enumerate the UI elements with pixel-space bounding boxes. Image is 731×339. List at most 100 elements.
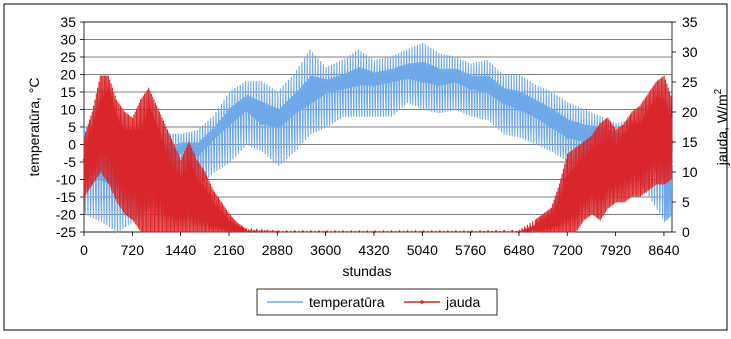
data-point	[324, 90, 327, 94]
data-point	[485, 90, 488, 94]
data-point	[98, 178, 102, 181]
data-point	[195, 153, 198, 157]
legend-label-jauda: jauda	[445, 294, 480, 310]
left-tick-label: 0	[68, 137, 76, 153]
data-point	[106, 98, 110, 102]
right-tick-label: 5	[682, 194, 690, 210]
data-point	[582, 170, 585, 174]
data-point	[566, 194, 569, 198]
data-point	[82, 158, 86, 162]
right-tick-label: 15	[682, 134, 698, 150]
right-axis-title: jauda, W/m2	[713, 88, 730, 166]
x-tick-label: 8640	[648, 242, 679, 258]
data-point	[340, 87, 343, 90]
data-point	[211, 218, 215, 222]
x-tick-label: 720	[121, 242, 145, 258]
left-tick-label: -20	[56, 207, 76, 223]
data-point	[566, 136, 569, 139]
data-point	[211, 136, 215, 139]
left-tick-label: 10	[60, 102, 76, 118]
data-point	[582, 139, 585, 143]
data-point	[574, 182, 577, 186]
left-tick-label: -10	[56, 172, 76, 188]
right-tick-label: 10	[682, 164, 698, 180]
data-point	[638, 140, 641, 144]
data-point	[372, 83, 376, 87]
x-tick-label: 1440	[165, 242, 196, 258]
data-point	[243, 108, 247, 111]
x-tick-label: 5760	[455, 242, 486, 258]
data-point	[558, 212, 561, 216]
legend-label-temperatura: temperatūra	[309, 294, 385, 310]
data-point	[163, 176, 166, 180]
data-point	[227, 227, 231, 231]
data-point	[219, 221, 223, 225]
data-point	[276, 125, 279, 129]
left-tick-label: 5	[68, 119, 76, 135]
data-point	[517, 108, 521, 111]
x-axis-title: stundas	[342, 263, 391, 279]
data-point	[356, 83, 360, 87]
data-point	[243, 230, 247, 233]
data-point	[235, 228, 239, 231]
data-point	[622, 146, 625, 150]
data-point	[533, 115, 537, 118]
left-tick-label: 30	[60, 32, 76, 48]
left-tick-label: 15	[60, 84, 76, 100]
data-point	[123, 146, 126, 150]
data-point	[179, 150, 182, 153]
data-point	[131, 140, 134, 144]
data-point	[549, 218, 553, 222]
right-axis-ticks: 0 5 10 15 20 25 30 35	[672, 14, 698, 240]
left-tick-label: -5	[64, 154, 77, 170]
data-point	[469, 87, 472, 90]
data-point	[421, 80, 424, 83]
data-point	[501, 101, 505, 104]
data-point	[654, 110, 658, 114]
data-point	[453, 80, 456, 83]
data-point	[187, 182, 190, 186]
x-tick-label: 2880	[262, 242, 293, 258]
left-tick-label: 25	[60, 49, 76, 65]
legend-marker-jauda	[420, 300, 424, 304]
data-point	[590, 158, 593, 162]
data-point	[388, 80, 392, 83]
right-tick-label: 0	[682, 224, 690, 240]
x-tick-label: 7200	[552, 242, 583, 258]
data-point	[646, 122, 650, 126]
data-point	[598, 164, 601, 168]
data-point	[171, 194, 174, 198]
series-line	[83, 42, 673, 233]
data-point	[308, 101, 311, 104]
data-point	[203, 206, 207, 210]
right-axis-title-base: jauda, W/m	[714, 94, 730, 166]
data-point	[260, 122, 263, 125]
left-tick-label: -15	[56, 189, 76, 205]
right-axis-title-sup: 2	[713, 88, 724, 94]
data-point	[662, 122, 666, 126]
data-point	[98, 122, 102, 126]
data-point	[292, 111, 295, 115]
left-axis-title: temperatūra, °C	[26, 78, 42, 177]
data-point	[195, 200, 198, 204]
x-tick-label: 6480	[503, 242, 534, 258]
data-point	[147, 122, 150, 126]
right-tick-label: 35	[682, 14, 698, 30]
right-tick-label: 25	[682, 74, 698, 90]
data-point	[533, 228, 537, 231]
data-point	[139, 158, 142, 162]
data-point	[155, 146, 158, 150]
data-point	[541, 224, 545, 228]
x-tick-label: 5040	[407, 242, 438, 258]
right-tick-label: 20	[682, 104, 698, 120]
x-tick-label: 2160	[213, 242, 244, 258]
x-tick-label: 7920	[600, 242, 631, 258]
data-point	[227, 122, 231, 125]
data-point	[630, 134, 633, 138]
right-tick-label: 30	[682, 44, 698, 60]
x-tick-label: 4320	[358, 242, 389, 258]
x-tick-label: 3600	[310, 242, 341, 258]
